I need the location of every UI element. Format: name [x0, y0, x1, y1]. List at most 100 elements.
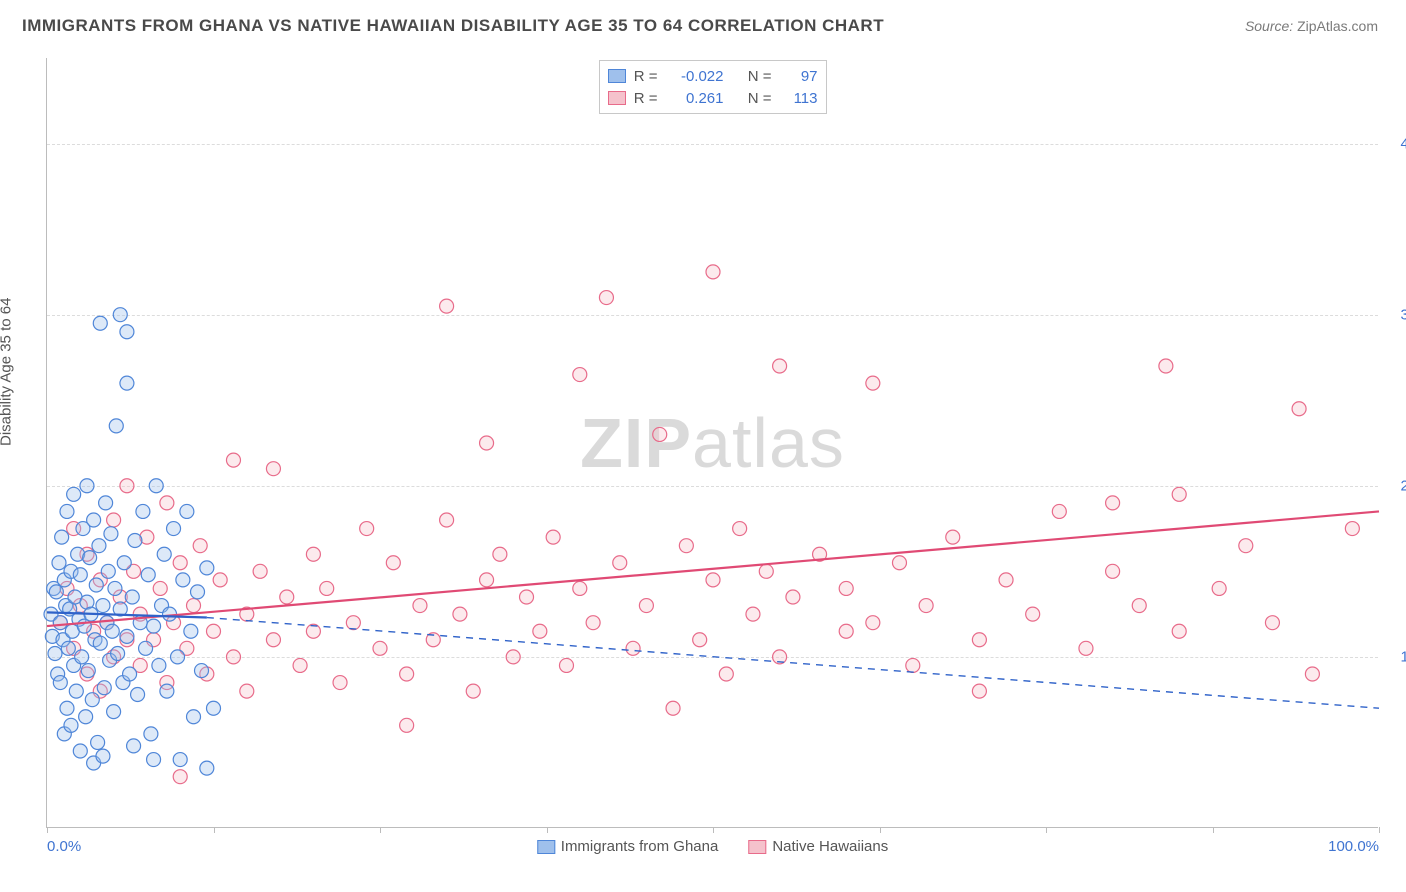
source-label: Source: — [1245, 18, 1293, 34]
data-point — [173, 556, 187, 570]
data-point — [533, 624, 547, 638]
data-point — [573, 368, 587, 382]
data-point — [48, 646, 62, 660]
scatter-chart — [47, 58, 1378, 827]
data-point — [109, 419, 123, 433]
r-label: R = — [632, 90, 658, 107]
data-point — [173, 753, 187, 767]
data-point — [75, 650, 89, 664]
data-point — [706, 573, 720, 587]
data-point — [171, 650, 185, 664]
data-point — [87, 513, 101, 527]
data-point — [1159, 359, 1173, 373]
r-value-1: 0.261 — [664, 90, 724, 107]
data-point — [120, 629, 134, 643]
data-point — [107, 705, 121, 719]
data-point — [127, 739, 141, 753]
stats-legend: R = -0.022 N = 97 R = 0.261 N = 113 — [599, 60, 827, 114]
data-point — [53, 616, 67, 630]
data-point — [746, 607, 760, 621]
data-point — [52, 556, 66, 570]
data-point — [53, 676, 67, 690]
bottom-legend-item-0: Immigrants from Ghana — [537, 838, 719, 855]
data-point — [184, 624, 198, 638]
data-point — [972, 633, 986, 647]
data-point — [613, 556, 627, 570]
x-tick — [1379, 827, 1380, 833]
data-point — [79, 710, 93, 724]
data-point — [653, 427, 667, 441]
data-point — [360, 522, 374, 536]
data-point — [141, 568, 155, 582]
data-point — [972, 684, 986, 698]
data-point — [280, 590, 294, 604]
data-point — [1052, 504, 1066, 518]
data-point — [153, 581, 167, 595]
data-point — [200, 761, 214, 775]
data-point — [266, 462, 280, 476]
data-point — [1106, 496, 1120, 510]
data-point — [167, 522, 181, 536]
data-point — [213, 573, 227, 587]
x-tick — [880, 827, 881, 833]
legend-label-0: Immigrants from Ghana — [561, 838, 719, 855]
data-point — [96, 599, 110, 613]
data-point — [191, 585, 205, 599]
data-point — [55, 530, 69, 544]
data-point — [293, 658, 307, 672]
data-point — [440, 299, 454, 313]
data-point — [123, 667, 137, 681]
data-point — [520, 590, 534, 604]
y-tick-label: 20.0% — [1388, 477, 1406, 494]
data-point — [306, 547, 320, 561]
data-point — [1106, 564, 1120, 578]
data-point — [559, 658, 573, 672]
data-point — [453, 607, 467, 621]
data-point — [440, 513, 454, 527]
data-point — [906, 658, 920, 672]
data-point — [176, 573, 190, 587]
data-point — [400, 667, 414, 681]
r-value-0: -0.022 — [664, 68, 724, 85]
x-tick — [214, 827, 215, 833]
data-point — [946, 530, 960, 544]
data-point — [96, 749, 110, 763]
source-attribution: Source: ZipAtlas.com — [1245, 18, 1378, 34]
data-point — [413, 599, 427, 613]
data-point — [573, 581, 587, 595]
data-point — [131, 688, 145, 702]
data-point — [187, 599, 201, 613]
data-point — [97, 681, 111, 695]
data-point — [144, 727, 158, 741]
data-point — [107, 513, 121, 527]
legend-swatch-0 — [608, 69, 626, 83]
data-point — [546, 530, 560, 544]
r-label: R = — [632, 68, 658, 85]
data-point — [1132, 599, 1146, 613]
x-tick — [380, 827, 381, 833]
chart-title: IMMIGRANTS FROM GHANA VS NATIVE HAWAIIAN… — [22, 16, 884, 36]
data-point — [706, 265, 720, 279]
stats-row-series-1: R = 0.261 N = 113 — [608, 87, 818, 109]
legend-swatch-0 — [537, 840, 555, 854]
data-point — [49, 585, 63, 599]
n-label: N = — [746, 90, 772, 107]
data-point — [147, 753, 161, 767]
data-point — [226, 650, 240, 664]
data-point — [786, 590, 800, 604]
x-tick — [713, 827, 714, 833]
data-point — [679, 539, 693, 553]
data-point — [173, 770, 187, 784]
x-tick — [547, 827, 548, 833]
data-point — [586, 616, 600, 630]
data-point — [93, 636, 107, 650]
data-point — [117, 556, 131, 570]
data-point — [152, 658, 166, 672]
data-point — [93, 316, 107, 330]
bottom-legend-item-1: Native Hawaiians — [748, 838, 888, 855]
data-point — [200, 561, 214, 575]
data-point — [207, 624, 221, 638]
legend-swatch-1 — [748, 840, 766, 854]
data-point — [386, 556, 400, 570]
data-point — [160, 684, 174, 698]
